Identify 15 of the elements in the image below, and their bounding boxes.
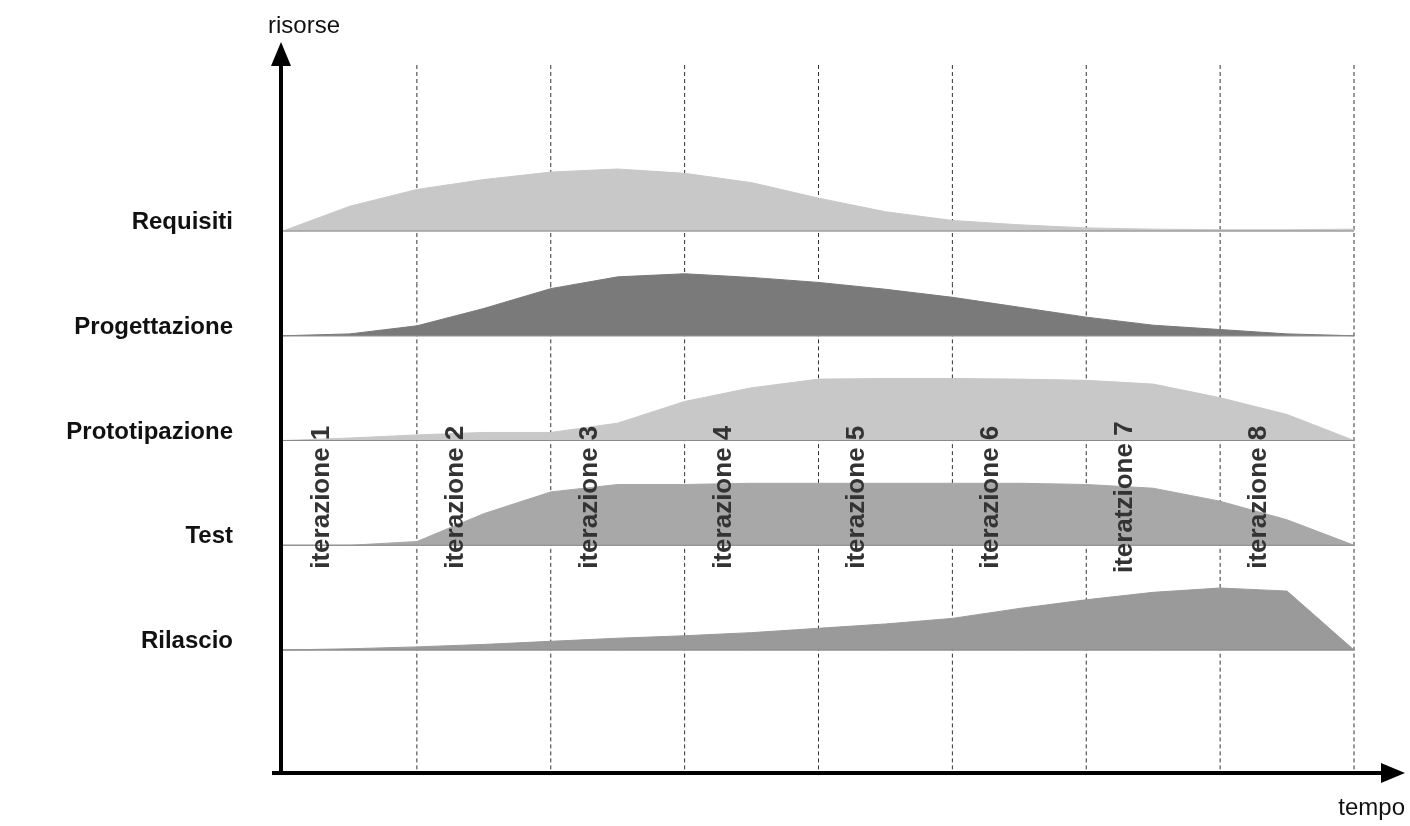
annotation: iterazione 3 bbox=[572, 425, 603, 569]
y-axis-title: Prototipazione bbox=[66, 416, 233, 444]
annotation: iterazione 5 bbox=[840, 425, 871, 569]
annotation: iterazione 1 bbox=[304, 425, 335, 569]
y-axis-title: Rilascio bbox=[140, 626, 233, 653]
y-axis-title: Requisiti bbox=[131, 207, 233, 234]
text: risorse bbox=[268, 11, 341, 38]
annotation: iterazione 8 bbox=[1242, 425, 1273, 569]
annotation: iterazione 6 bbox=[974, 425, 1005, 569]
x-axis-title: tempo bbox=[1338, 793, 1405, 820]
y-axis-title: Progettazione bbox=[74, 311, 233, 339]
annotation: iterazione 4 bbox=[706, 425, 737, 569]
annotation: iteratzione 7 bbox=[1108, 421, 1139, 574]
annotation: iterazione 2 bbox=[438, 425, 469, 569]
y-axis-title: Test bbox=[185, 521, 233, 549]
